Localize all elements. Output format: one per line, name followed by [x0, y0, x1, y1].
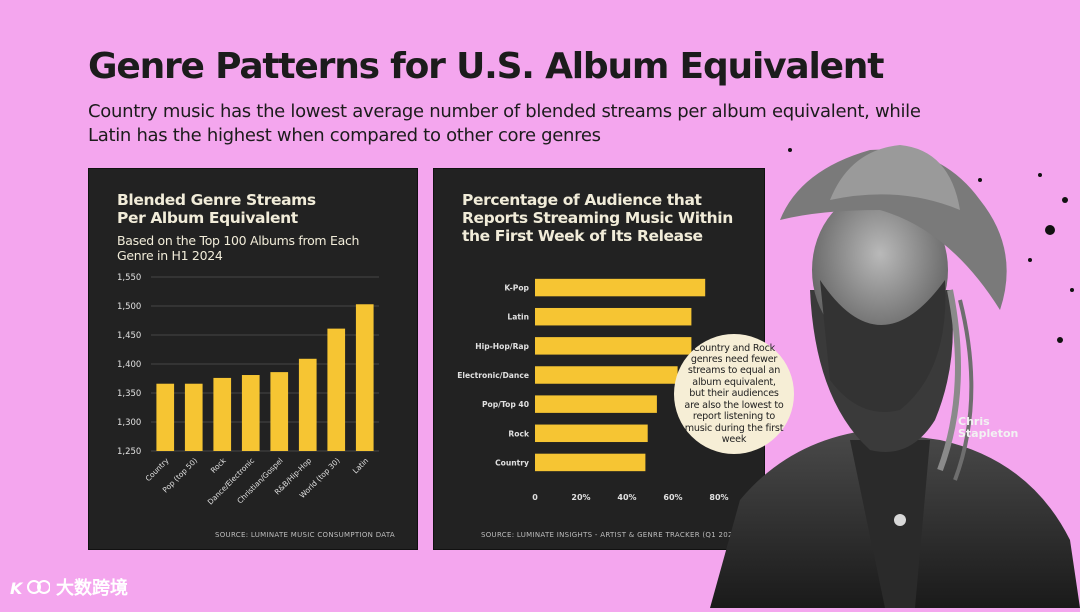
left-chart-source: SOURCE: LUMINATE MUSIC CONSUMPTION DATA	[215, 531, 395, 539]
artist-caption: Chris Stapleton	[958, 415, 1019, 440]
left-ytick-label: 1,450	[117, 331, 141, 341]
right-category-label: Pop/Top 40	[482, 400, 529, 409]
right-chart-svg: K-Pop Latin Hip-Hop/Rap Electronic/Dance Pop…	[457, 278, 729, 502]
svg-text:K: K	[10, 579, 24, 598]
left-ytick-label: 1,250	[117, 447, 141, 457]
left-ytick-label: 1,300	[117, 418, 141, 428]
page-subtitle: Country music has the lowest average num…	[88, 101, 921, 146]
left-xtick-label: Rock	[209, 456, 228, 475]
right-xtick-label: 20%	[571, 493, 590, 502]
right-bar	[535, 453, 646, 472]
right-bar	[535, 395, 657, 413]
right-category-label: Rock	[508, 429, 530, 438]
watermark-logo-icon: K	[10, 579, 50, 598]
left-bar	[156, 383, 175, 451]
right-category-label: K-Pop	[504, 284, 529, 293]
left-chart-svg: 1,250 1,300 1,350 1,400 1,450 1,500 1,550 Count…	[117, 273, 379, 507]
right-xtick-label: 60%	[663, 493, 682, 502]
right-bar	[535, 278, 706, 297]
artist-photo	[700, 140, 1080, 608]
left-xtick-label: Country	[144, 456, 172, 484]
right-bar	[535, 337, 692, 355]
callout-text: Country and Rock genres need fewer strea…	[684, 342, 784, 445]
left-bar	[213, 377, 232, 451]
left-bar	[241, 375, 260, 451]
left-chart-panel: Blended Genre Streams Per Album Equivale…	[88, 168, 418, 550]
left-ytick-label: 1,400	[117, 360, 141, 370]
left-xtick-label: Latin	[351, 456, 371, 476]
right-category-label: Hip-Hop/Rap	[475, 342, 529, 351]
right-category-label: Latin	[507, 313, 529, 322]
right-xtick-label: 80%	[709, 493, 728, 502]
right-chart-source: SOURCE: LUMINATE INSIGHTS - ARTIST & GEN…	[481, 531, 741, 539]
left-bar	[355, 304, 374, 451]
left-ytick-label: 1,550	[117, 273, 141, 283]
left-bar	[270, 372, 289, 451]
artist-photo-graphic	[710, 145, 1080, 608]
watermark: K 大数跨境	[10, 574, 128, 600]
right-chart-title: Percentage of Audience that Reports Stre…	[462, 191, 733, 245]
right-category-label: Country	[495, 458, 529, 467]
left-chart-subtitle: Based on the Top 100 Albums from Each Ge…	[117, 233, 360, 263]
right-xtick-label: 0	[532, 493, 538, 502]
callout-bubble: Country and Rock genres need fewer strea…	[674, 334, 794, 454]
right-bar	[535, 307, 692, 326]
right-bar	[535, 424, 648, 443]
right-chart-panel: Percentage of Audience that Reports Stre…	[433, 168, 765, 550]
left-ytick-label: 1,350	[117, 389, 141, 399]
page-title: Genre Patterns for U.S. Album Equivalent	[88, 46, 884, 87]
left-ytick-label: 1,500	[117, 302, 141, 312]
right-bar	[535, 366, 678, 384]
right-category-label: Electronic/Dance	[457, 371, 529, 380]
watermark-text: 大数跨境	[56, 578, 128, 599]
left-bar	[184, 383, 203, 451]
right-xtick-label: 40%	[617, 493, 636, 502]
left-bar	[298, 358, 317, 451]
left-chart-title: Blended Genre Streams Per Album Equivale…	[117, 191, 316, 227]
left-bar	[327, 328, 346, 451]
